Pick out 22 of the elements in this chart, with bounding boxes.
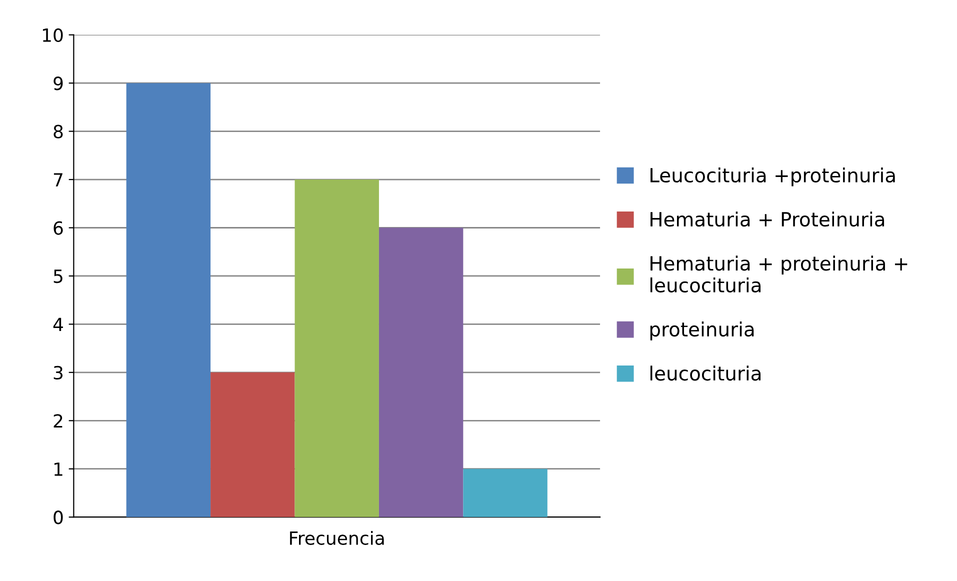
bar	[378, 228, 464, 518]
y-tick-label: 1	[54, 462, 62, 476]
y-tick-label: 10	[42, 28, 63, 42]
bar	[463, 468, 548, 518]
y-tick-label: 3	[54, 366, 63, 380]
bar	[294, 180, 379, 518]
y-tick-label: 7	[54, 173, 62, 186]
y-tick-label: 2	[54, 414, 62, 428]
y-tick-label: 6	[54, 221, 63, 235]
legend-label: Hematuria + proteinuria + leucocituria	[650, 256, 908, 293]
y-tick-label: 4	[53, 318, 63, 332]
legend-label: leucocituria	[650, 366, 761, 381]
bar	[210, 372, 295, 518]
y-tick-label: 5	[54, 270, 62, 284]
bar	[126, 83, 211, 518]
y-tick-label: 8	[54, 124, 63, 138]
legend-label: Hematuria + Proteinuria	[650, 212, 884, 227]
y-tick-label: 0	[54, 510, 63, 524]
x-tick-label: Frecuencia	[290, 530, 384, 545]
y-tick-label: 9	[54, 76, 63, 90]
legend-label: Leucocituria +proteinuria	[650, 167, 895, 186]
legend-label: proteinuria	[650, 322, 754, 340]
